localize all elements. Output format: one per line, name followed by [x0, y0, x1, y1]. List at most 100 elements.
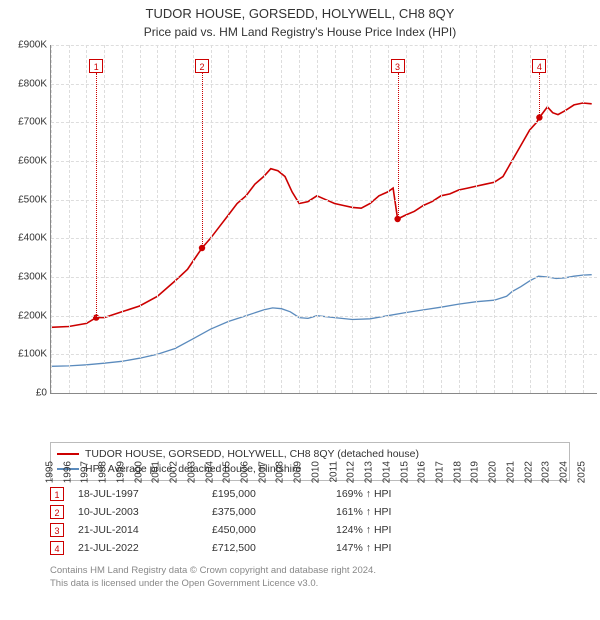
grid-line-v	[140, 45, 141, 393]
grid-line-h	[51, 84, 597, 85]
grid-line-v	[281, 45, 282, 393]
sale-marker-box: 2	[195, 59, 209, 73]
grid-line-h	[51, 200, 597, 201]
event-row: 1 18-JUL-1997 £195,000 169% ↑ HPI	[50, 487, 570, 501]
sale-marker-vline	[398, 73, 399, 219]
event-row: 421-JUL-2022£712,500147% ↑ HPI	[50, 541, 570, 555]
x-tick-label: 2001	[151, 461, 162, 483]
sale-marker-box: 4	[532, 59, 546, 73]
x-tick-label: 2003	[186, 461, 197, 483]
event-ratio: 161% ↑ HPI	[336, 506, 570, 518]
sale-marker-box: 3	[391, 59, 405, 73]
footnote-line2: This data is licensed under the Open Gov…	[50, 578, 318, 589]
grid-line-h	[51, 354, 597, 355]
x-tick-label: 2013	[364, 461, 375, 483]
sale-marker-vline	[96, 73, 97, 318]
x-tick-label: 1995	[45, 461, 56, 483]
y-tick-label: £400K	[11, 233, 47, 244]
x-tick-label: 2004	[204, 461, 215, 483]
grid-line-v	[175, 45, 176, 393]
chart-subtitle: Price paid vs. HM Land Registry's House …	[10, 25, 590, 39]
sale-marker-vline	[539, 73, 540, 118]
grid-line-v	[122, 45, 123, 393]
event-date: 21-JUL-2022	[78, 542, 198, 554]
event-date: 18-JUL-1997	[78, 488, 198, 500]
event-marker-box: 1	[50, 487, 64, 501]
event-ratio: 124% ↑ HPI	[336, 524, 570, 536]
event-row: 3 21-JUL-2014 £450,000 124% ↑ HPI	[50, 523, 570, 537]
grid-line-v	[583, 45, 584, 393]
grid-line-v	[547, 45, 548, 393]
x-tick-label: 2011	[328, 461, 339, 483]
event-marker-box: 2	[50, 505, 64, 519]
x-tick-label: 2025	[576, 461, 587, 483]
event-marker-box: 3	[50, 523, 64, 537]
y-tick-label: £600K	[11, 155, 47, 166]
x-tick-label: 2024	[559, 461, 570, 483]
plot-area: £0£100K£200K£300K£400K£500K£600K£700K£80…	[50, 45, 597, 394]
x-tick-label: 2015	[399, 461, 410, 483]
grid-line-v	[530, 45, 531, 393]
event-date: 10-JUL-2003	[78, 506, 198, 518]
y-tick-label: £800K	[11, 78, 47, 89]
x-tick-label: 2000	[133, 461, 144, 483]
x-tick-label: 2021	[505, 461, 516, 483]
grid-line-v	[317, 45, 318, 393]
x-tick-label: 2008	[275, 461, 286, 483]
x-tick-label: 1998	[98, 461, 109, 483]
chart-title: TUDOR HOUSE, GORSEDD, HOLYWELL, CH8 8QY	[10, 6, 590, 23]
event-price: £450,000	[212, 524, 322, 536]
events-table: 1 18-JUL-1997 £195,000 169% ↑ HPI 2 10-JUL-20…	[50, 487, 570, 555]
x-tick-label: 2014	[381, 461, 392, 483]
x-tick-label: 1999	[115, 461, 126, 483]
grid-line-v	[441, 45, 442, 393]
grid-line-v	[264, 45, 265, 393]
grid-line-v	[299, 45, 300, 393]
sale-marker-vline	[202, 73, 203, 248]
grid-line-v	[476, 45, 477, 393]
grid-line-v	[86, 45, 87, 393]
event-price: £195,000	[212, 488, 322, 500]
grid-line-h	[51, 238, 597, 239]
x-tick-label: 2002	[169, 461, 180, 483]
x-tick-label: 2009	[293, 461, 304, 483]
legend-swatch-property	[57, 453, 79, 455]
x-tick-label: 2012	[346, 461, 357, 483]
x-tick-label: 1997	[80, 461, 91, 483]
x-tick-label: 2007	[257, 461, 268, 483]
legend-item-property: TUDOR HOUSE, GORSEDD, HOLYWELL, CH8 8QY …	[57, 447, 563, 462]
x-tick-label: 2005	[222, 461, 233, 483]
grid-line-v	[51, 45, 52, 393]
y-tick-label: £300K	[11, 271, 47, 282]
footnote: Contains HM Land Registry data © Crown c…	[50, 565, 590, 591]
grid-line-v	[193, 45, 194, 393]
x-tick-label: 2018	[452, 461, 463, 483]
x-axis-ticks: 1995199619971998199920002001200220032004…	[50, 394, 596, 434]
y-tick-label: £100K	[11, 349, 47, 360]
y-tick-label: £0	[11, 387, 47, 398]
x-tick-label: 2020	[488, 461, 499, 483]
event-date: 21-JUL-2014	[78, 524, 198, 536]
chart-container: TUDOR HOUSE, GORSEDD, HOLYWELL, CH8 8QY …	[0, 0, 600, 620]
grid-line-v	[211, 45, 212, 393]
grid-line-v	[406, 45, 407, 393]
x-tick-label: 2019	[470, 461, 481, 483]
event-price: £375,000	[212, 506, 322, 518]
event-ratio: 169% ↑ HPI	[336, 488, 570, 500]
x-tick-label: 2017	[435, 461, 446, 483]
grid-line-v	[512, 45, 513, 393]
x-tick-label: 1996	[62, 461, 73, 483]
event-row: 2 10-JUL-2003 £375,000 161% ↑ HPI	[50, 505, 570, 519]
grid-line-v	[370, 45, 371, 393]
event-ratio: 147% ↑ HPI	[336, 542, 570, 554]
grid-line-v	[423, 45, 424, 393]
grid-line-v	[335, 45, 336, 393]
x-tick-label: 2010	[310, 461, 321, 483]
grid-line-v	[565, 45, 566, 393]
grid-line-v	[459, 45, 460, 393]
series-line-hpi	[51, 275, 592, 367]
grid-line-h	[51, 161, 597, 162]
grid-line-v	[352, 45, 353, 393]
grid-line-v	[69, 45, 70, 393]
x-tick-label: 2022	[523, 461, 534, 483]
